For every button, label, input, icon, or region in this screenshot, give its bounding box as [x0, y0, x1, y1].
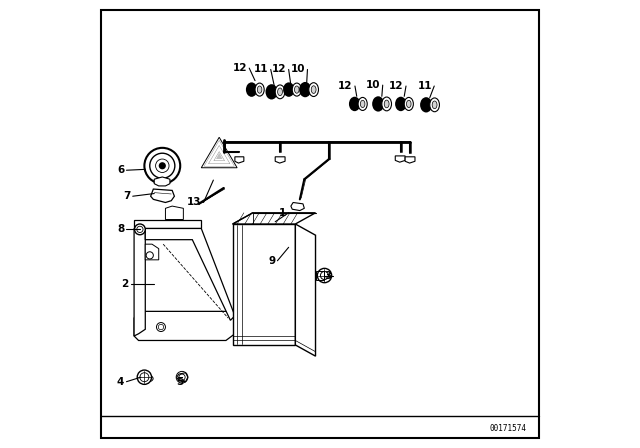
Ellipse shape [278, 88, 282, 96]
Ellipse shape [283, 82, 294, 97]
Text: 12: 12 [338, 81, 353, 91]
Polygon shape [150, 189, 174, 202]
Text: 1: 1 [279, 208, 287, 218]
Polygon shape [396, 156, 405, 162]
Ellipse shape [432, 101, 437, 109]
Polygon shape [134, 311, 235, 340]
Text: 10: 10 [291, 65, 305, 74]
Ellipse shape [420, 97, 432, 112]
Polygon shape [177, 373, 188, 382]
Ellipse shape [349, 97, 360, 111]
Text: 3: 3 [324, 271, 332, 280]
Ellipse shape [360, 100, 365, 108]
Text: 11: 11 [417, 81, 432, 91]
Text: 12: 12 [232, 63, 247, 73]
Text: 12: 12 [389, 81, 404, 91]
Text: 2: 2 [122, 280, 129, 289]
Ellipse shape [266, 84, 278, 99]
Text: 13: 13 [187, 198, 201, 207]
Polygon shape [232, 213, 316, 224]
Polygon shape [232, 224, 296, 345]
Text: 00171574: 00171574 [489, 424, 526, 433]
Polygon shape [235, 157, 244, 163]
Text: 6: 6 [117, 165, 124, 175]
Circle shape [134, 224, 145, 235]
Ellipse shape [382, 97, 392, 111]
Ellipse shape [430, 98, 440, 112]
Bar [316, 271, 324, 280]
Polygon shape [296, 224, 316, 356]
Text: 4: 4 [117, 377, 124, 387]
Text: 8: 8 [117, 224, 124, 234]
Text: ▲: ▲ [216, 151, 223, 160]
Ellipse shape [395, 97, 406, 111]
Circle shape [145, 148, 180, 184]
Text: 7: 7 [123, 191, 131, 201]
Circle shape [137, 370, 152, 384]
Text: 10: 10 [366, 80, 380, 90]
Circle shape [159, 162, 166, 169]
Polygon shape [134, 220, 201, 228]
Polygon shape [134, 228, 145, 336]
Polygon shape [201, 137, 237, 168]
Polygon shape [405, 157, 415, 163]
Polygon shape [291, 202, 305, 211]
Ellipse shape [142, 375, 153, 382]
Ellipse shape [311, 86, 316, 94]
Ellipse shape [294, 86, 299, 93]
Ellipse shape [308, 83, 319, 96]
Ellipse shape [406, 100, 411, 108]
Polygon shape [154, 177, 170, 186]
Ellipse shape [275, 85, 285, 99]
Ellipse shape [299, 82, 311, 97]
Ellipse shape [255, 83, 264, 96]
Ellipse shape [404, 97, 413, 111]
Ellipse shape [358, 97, 367, 111]
Ellipse shape [372, 96, 384, 112]
Polygon shape [145, 228, 235, 320]
Polygon shape [165, 206, 183, 220]
Polygon shape [275, 157, 285, 163]
Text: 12: 12 [272, 65, 287, 74]
Text: 5: 5 [176, 377, 183, 387]
Ellipse shape [257, 86, 262, 93]
Ellipse shape [246, 82, 257, 97]
Text: 9: 9 [268, 256, 275, 266]
Polygon shape [145, 244, 159, 260]
Ellipse shape [292, 83, 301, 96]
Circle shape [146, 252, 154, 259]
Ellipse shape [384, 100, 389, 108]
Circle shape [317, 268, 332, 283]
Text: 11: 11 [254, 65, 269, 74]
